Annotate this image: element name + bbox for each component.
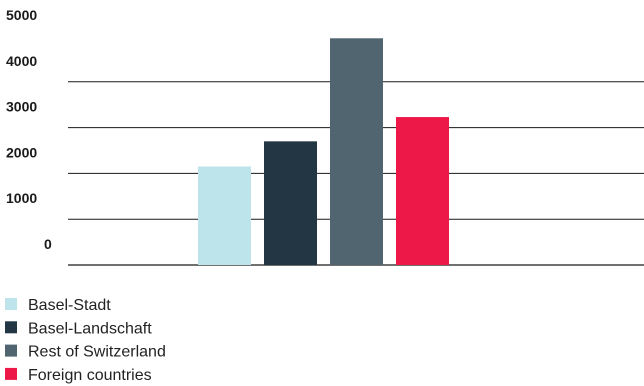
bar-rest-of-switzerland — [330, 38, 383, 265]
legend-swatch — [5, 344, 17, 357]
y-tick-label: 0 — [44, 236, 52, 252]
bars — [198, 38, 449, 265]
y-axis-tick-labels: 0 1000 2000 3000 4000 5000 — [6, 7, 52, 252]
legend-label: Rest of Switzerland — [28, 344, 166, 361]
y-tick-label: 2000 — [6, 144, 37, 160]
legend-label: Foreign countries — [28, 367, 152, 384]
legend-label: Basel-Landschaft — [28, 320, 152, 337]
bar-foreign-countries — [396, 117, 449, 265]
y-tick-label: 3000 — [6, 99, 37, 115]
legend-swatch — [5, 298, 17, 310]
legend-swatch — [5, 367, 17, 380]
y-tick-label: 4000 — [6, 53, 37, 69]
bar-basel-stadt — [198, 166, 251, 265]
legend-label: Basel-Stadt — [28, 297, 111, 314]
legend: Basel-Stadt Basel-Landschaft Rest of Switz… — [5, 297, 166, 384]
y-tick-label: 1000 — [6, 190, 37, 206]
legend-swatch — [5, 321, 17, 334]
y-tick-label: 5000 — [6, 7, 37, 23]
bar-basel-landschaft — [264, 141, 317, 265]
